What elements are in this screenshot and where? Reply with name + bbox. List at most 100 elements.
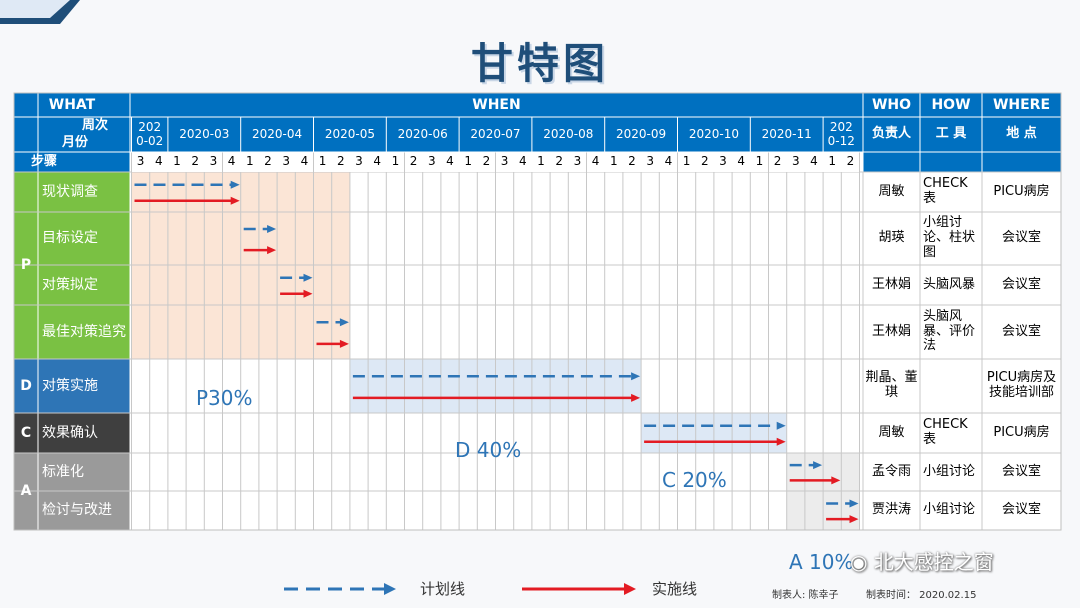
footer-time: 制表时间： 2020.02.15	[866, 590, 977, 601]
week-cell: 3	[568, 152, 587, 172]
task-owner: 王林娟	[871, 276, 911, 292]
who-subheader: 负责人	[871, 126, 911, 142]
what-header: WHAT	[48, 96, 96, 113]
month-4: 2020-06	[397, 126, 448, 141]
week-cell: 4	[804, 152, 824, 172]
plan-arrow-head	[849, 499, 859, 508]
plan-arrow-head	[267, 224, 277, 233]
month-3: 2020-05	[324, 126, 375, 141]
task-owner: 荆晶、董琪	[865, 370, 918, 400]
task-tool: CHECK表	[923, 417, 968, 447]
task-tool: 小组讨论	[923, 463, 976, 479]
task-location: 会议室	[1001, 230, 1041, 246]
month-0: 2020-02	[136, 119, 164, 148]
task-location: PICU病房	[993, 424, 1050, 440]
week-cell: 1	[459, 152, 478, 172]
phase-percent-p: P30%	[196, 386, 253, 410]
legend-plan-label: 计划线	[420, 580, 466, 598]
wechat-icon: ◉	[850, 550, 868, 574]
where-header: WHERE	[992, 96, 1051, 113]
week-cell: 2	[550, 152, 569, 172]
month-8: 2020-10	[688, 126, 739, 141]
month-5: 2020-07	[470, 126, 521, 141]
task-location: PICU病房及技能培训部	[986, 370, 1057, 400]
week-cell: 1	[677, 152, 696, 172]
week-cell: 2	[622, 152, 642, 172]
task-tool: 头脑风暴、评价法	[923, 308, 976, 354]
week-cell: 3	[422, 152, 441, 172]
corner-decoration	[0, 0, 80, 24]
week-cell: 1	[386, 152, 405, 172]
table-border	[13, 92, 1062, 531]
how-subheader: 工 具	[935, 126, 967, 142]
week-cell: 2	[768, 152, 787, 172]
plan-arrow-head	[339, 318, 349, 327]
plan-arrow-head	[776, 421, 786, 430]
week-cell: 3	[641, 152, 660, 172]
task-location: 会议室	[1001, 323, 1041, 339]
phase-cell-c	[14, 413, 38, 453]
task-location: PICU病房	[993, 183, 1050, 199]
page-title: 甘特图	[470, 39, 609, 88]
task-tool: 小组讨论	[923, 502, 976, 518]
week-cell: 2	[695, 152, 714, 172]
actual-arrow-head	[339, 339, 349, 348]
legend-plan-line	[284, 583, 396, 595]
when-header: WHEN	[472, 96, 521, 113]
week-cell: 3	[786, 152, 805, 172]
phase-label-p: P	[20, 257, 32, 274]
task-tool: 头脑风暴	[923, 276, 976, 292]
task-name-cell	[38, 265, 130, 305]
phase-label-a: A	[20, 483, 32, 500]
task-name-cell	[38, 453, 130, 491]
task-owner: 周敏	[878, 183, 905, 199]
month-10: 2020-12	[827, 119, 855, 148]
plan-arrow-head	[303, 273, 313, 282]
task-location: 会议室	[1001, 276, 1041, 292]
actual-arrow-head	[631, 393, 641, 402]
week-cell: 4	[149, 152, 168, 172]
task-name-cell	[38, 413, 130, 453]
week-cell: 4	[222, 152, 241, 172]
week-cell: 2	[331, 152, 350, 172]
task-name: 最佳对策追究	[42, 323, 126, 340]
week-cell: 3	[131, 152, 150, 172]
plan-arrow-head	[631, 372, 641, 381]
month-1: 2020-03	[179, 126, 230, 141]
week-cell: 3	[349, 152, 369, 172]
week-cell: 1	[531, 152, 551, 172]
week-cell: 3	[495, 152, 514, 172]
right-header-cell	[863, 152, 1061, 172]
task-name: 对策实施	[42, 377, 98, 394]
how-header: HOW	[931, 96, 971, 113]
task-name: 效果确认	[42, 424, 98, 441]
plan-arrow-head	[230, 180, 240, 189]
week-label: 周次	[81, 117, 108, 133]
step-label: 步骤	[30, 153, 57, 169]
week-cell: 1	[167, 152, 187, 172]
week-cell: 4	[659, 152, 678, 172]
who-header: WHO	[871, 96, 912, 113]
actual-arrow-head	[303, 289, 313, 298]
task-name-cell	[38, 212, 130, 265]
week-cell: 4	[440, 152, 460, 172]
task-owner: 胡瑛	[878, 230, 905, 246]
actual-arrow-head	[831, 476, 841, 485]
week-cell: 3	[277, 152, 296, 172]
watermark-text: 北大感控之窗	[873, 550, 994, 574]
week-cell: 1	[240, 152, 259, 172]
task-name: 检讨与改进	[42, 502, 112, 519]
actual-arrow-head	[267, 246, 277, 255]
phase-percent-c: C 20%	[662, 468, 727, 492]
actual-arrow-head	[776, 437, 786, 446]
week-cell: 2	[258, 152, 278, 172]
footer-maker: 制表人: 陈幸子	[772, 590, 839, 601]
legend-actual-line	[522, 583, 636, 595]
week-cell: 3	[713, 152, 733, 172]
legend-actual-label: 实施线	[652, 580, 698, 598]
phase-percent-a: A 10%	[789, 550, 854, 574]
week-cell: 2	[404, 152, 423, 172]
week-cell: 1	[823, 152, 842, 172]
header-band	[14, 93, 1061, 152]
week-cell: 1	[750, 152, 769, 172]
